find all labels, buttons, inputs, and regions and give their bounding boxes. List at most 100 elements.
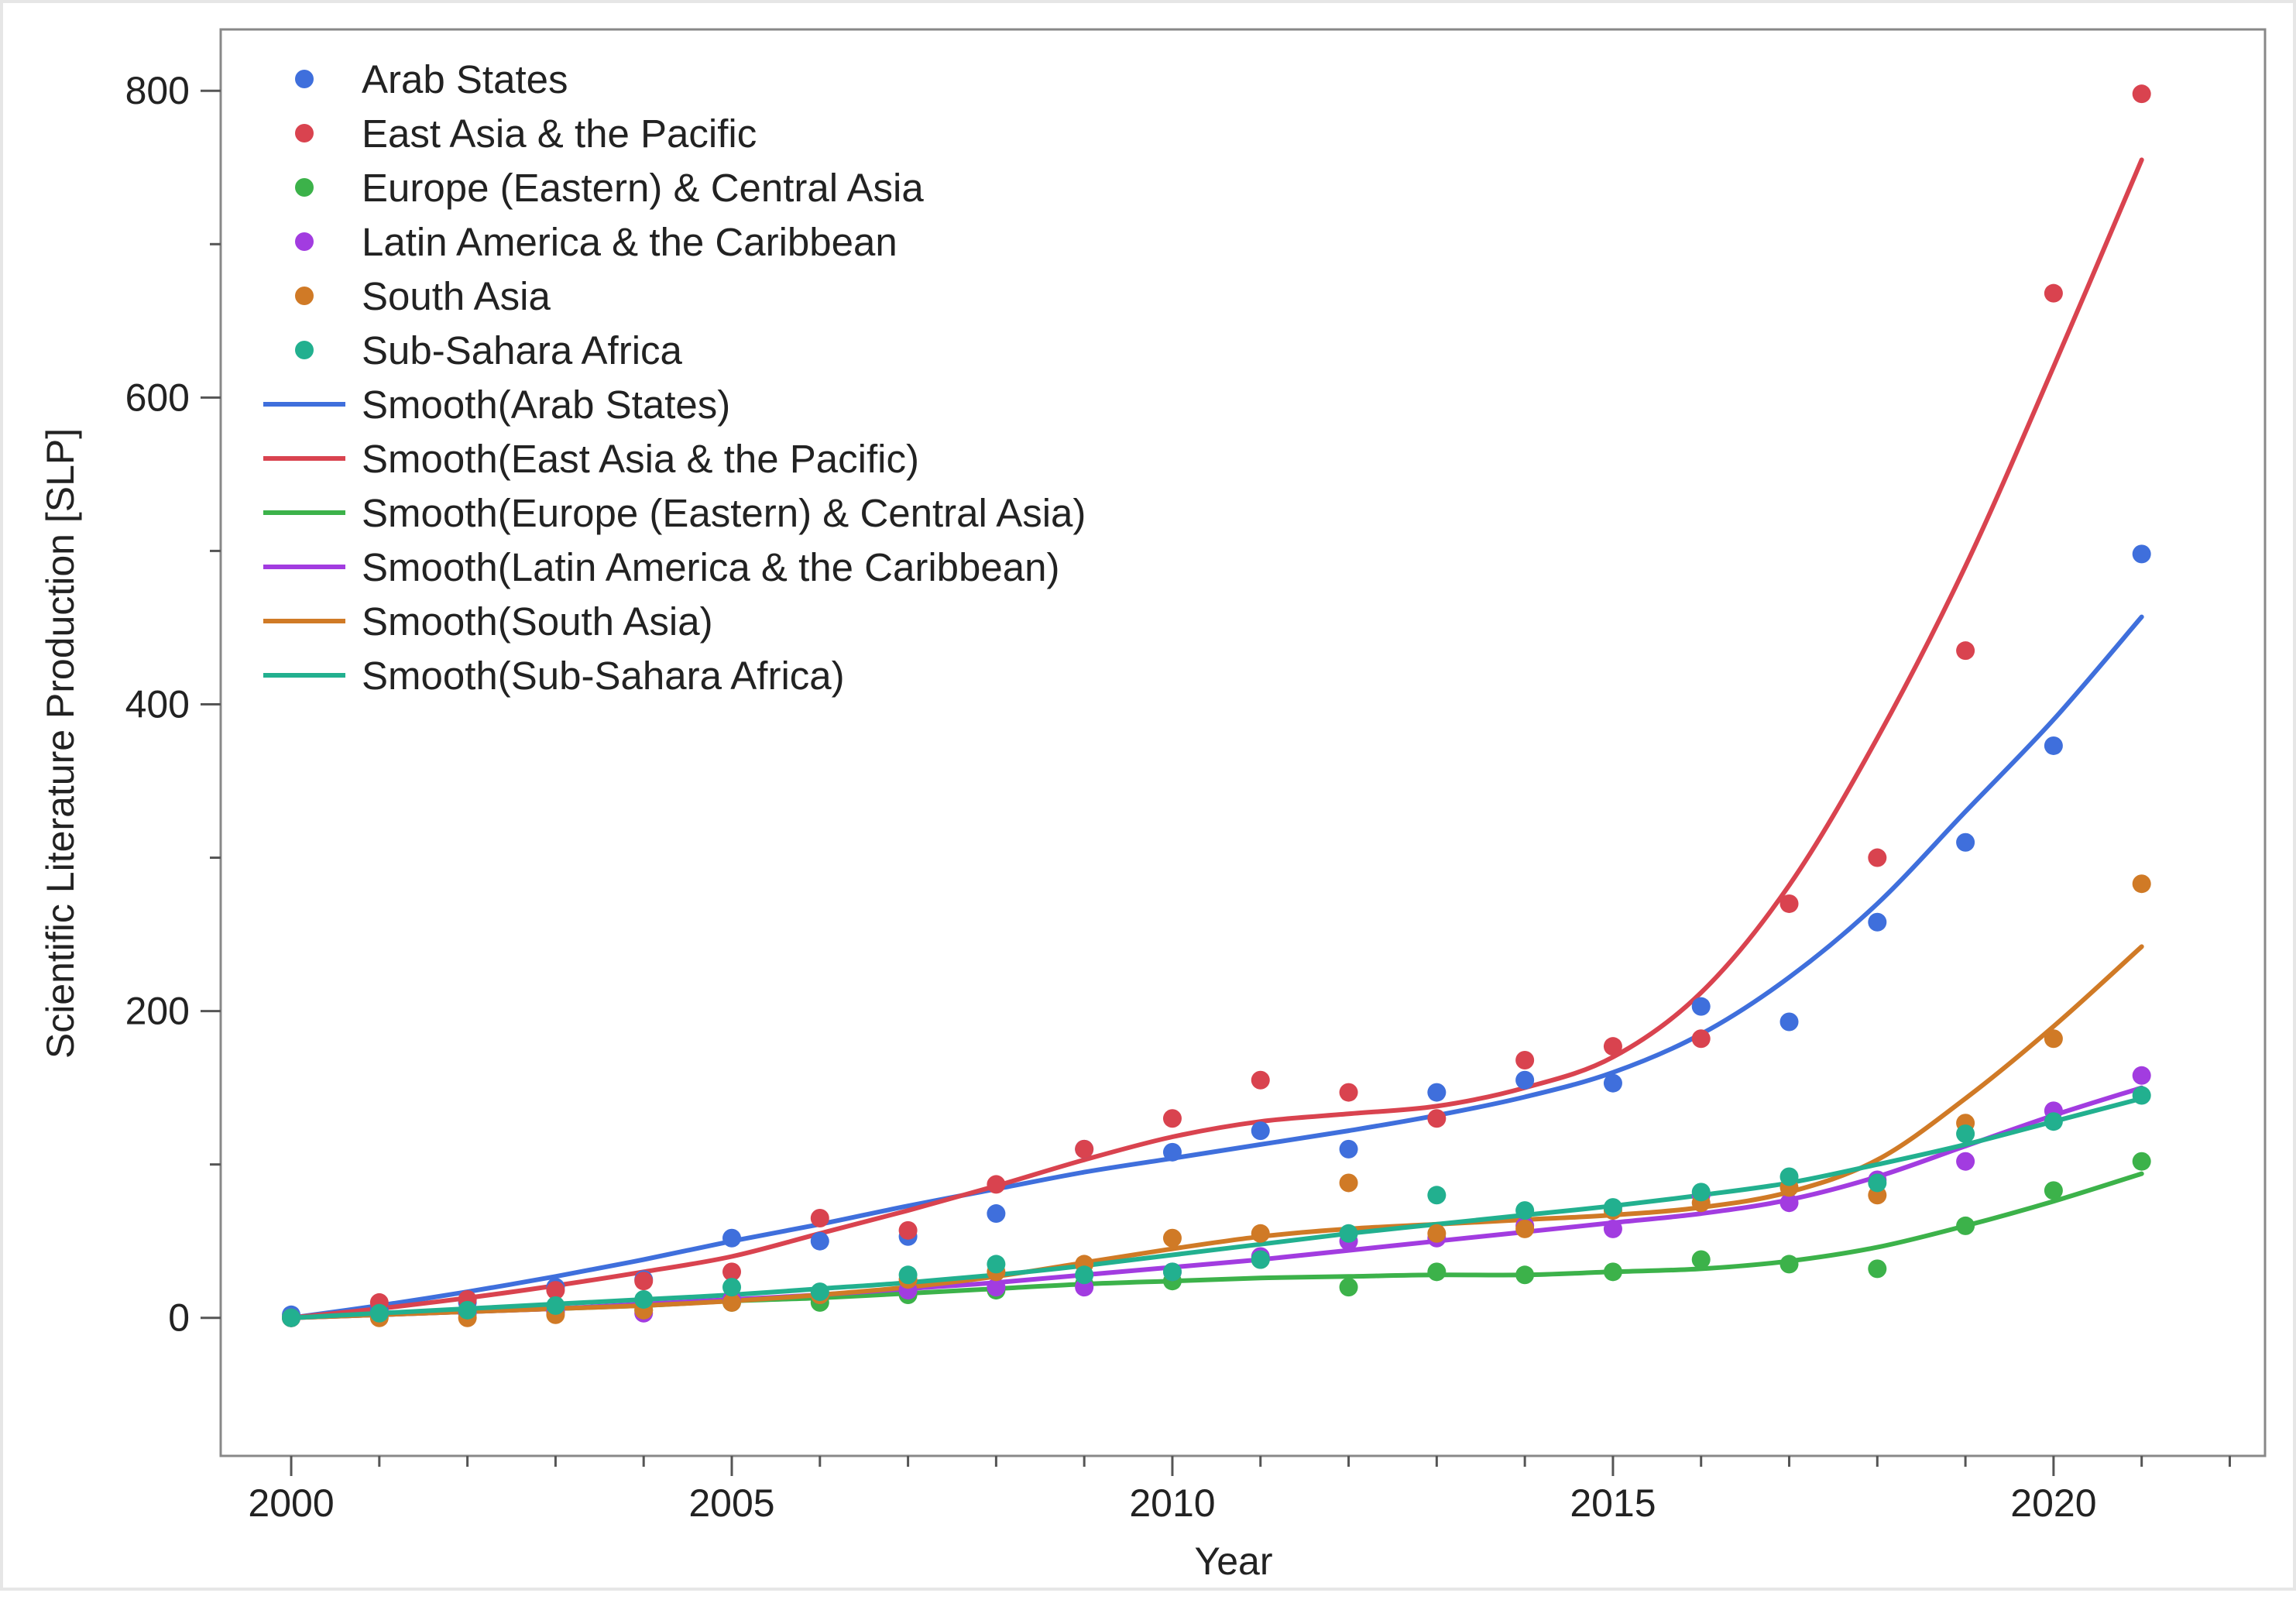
y-tick-label: 600 xyxy=(125,376,190,419)
data-point-5 xyxy=(1779,1167,1799,1186)
data-point-1 xyxy=(1691,1029,1711,1049)
legend: Arab States East Asia & the Pacific Europe… xyxy=(263,57,1086,698)
data-point-3 xyxy=(2132,1066,2151,1085)
y-axis: 0 200 400 600 800 xyxy=(125,69,221,1340)
data-point-0 xyxy=(2044,736,2063,755)
data-point-1 xyxy=(1603,1037,1622,1056)
data-point-0 xyxy=(1956,832,1975,852)
data-point-2 xyxy=(1868,1259,1887,1279)
data-point-2 xyxy=(1956,1216,1975,1235)
data-point-0 xyxy=(1691,997,1711,1016)
smooth-line-1 xyxy=(289,157,2144,1320)
data-point-2 xyxy=(1427,1262,1447,1282)
data-point-1 xyxy=(634,1272,654,1291)
data-point-0 xyxy=(1779,1012,1799,1032)
data-point-5 xyxy=(1251,1250,1270,1269)
legend-marker xyxy=(295,287,314,305)
legend-label: South Asia xyxy=(362,274,551,318)
data-point-0 xyxy=(1339,1139,1358,1159)
data-point-5 xyxy=(1956,1124,1975,1144)
data-point-5 xyxy=(810,1282,829,1302)
data-point-2 xyxy=(1779,1255,1799,1274)
legend-label: Smooth(Europe (Eastern) & Central Asia) xyxy=(362,491,1086,535)
y-axis-title: Scientific Literature Production [SLP] xyxy=(39,428,82,1059)
data-point-1 xyxy=(1251,1070,1270,1090)
legend-marker xyxy=(295,341,314,359)
data-point-5 xyxy=(2132,1086,2151,1105)
data-point-4 xyxy=(2044,1029,2063,1049)
data-point-5 xyxy=(1691,1183,1711,1202)
data-point-5 xyxy=(282,1308,301,1327)
data-point-5 xyxy=(1162,1262,1182,1282)
data-point-2 xyxy=(1339,1278,1358,1297)
data-point-1 xyxy=(1075,1139,1094,1159)
legend-marker xyxy=(295,178,314,197)
data-point-3 xyxy=(1603,1219,1622,1238)
x-axis-title: Year xyxy=(1194,1540,1272,1583)
data-point-5 xyxy=(1075,1265,1094,1285)
data-point-4 xyxy=(1515,1219,1535,1238)
data-point-4 xyxy=(722,1292,741,1312)
smooth-line-5 xyxy=(289,1096,2144,1320)
data-point-0 xyxy=(1251,1121,1270,1141)
data-point-1 xyxy=(1427,1109,1447,1128)
data-point-5 xyxy=(1515,1201,1535,1220)
legend-label: Europe (Eastern) & Central Asia xyxy=(362,166,924,210)
data-point-4 xyxy=(1427,1224,1447,1243)
x-tick-label: 2015 xyxy=(1570,1481,1656,1525)
data-point-1 xyxy=(1162,1109,1182,1128)
data-point-4 xyxy=(2132,874,2151,894)
data-point-0 xyxy=(722,1228,741,1248)
data-point-1 xyxy=(987,1175,1006,1194)
data-point-3 xyxy=(987,1278,1006,1297)
legend-label: Smooth(Sub-Sahara Africa) xyxy=(362,654,845,698)
legend-marker xyxy=(295,70,314,88)
data-point-4 xyxy=(1251,1224,1270,1243)
data-point-2 xyxy=(2132,1152,2151,1171)
legend-label: East Asia & the Pacific xyxy=(362,112,757,156)
legend-marker xyxy=(295,232,314,251)
x-tick-label: 2020 xyxy=(2010,1481,2096,1525)
data-point-0 xyxy=(1868,912,1887,932)
data-point-3 xyxy=(1779,1193,1799,1213)
data-points xyxy=(282,84,2151,1327)
data-point-1 xyxy=(1956,641,1975,661)
data-point-1 xyxy=(1515,1050,1535,1069)
legend-label: Smooth(Arab States) xyxy=(362,383,730,427)
data-point-0 xyxy=(2132,544,2151,564)
data-point-0 xyxy=(987,1204,1006,1224)
y-tick-label: 200 xyxy=(125,990,190,1033)
x-tick-label: 2005 xyxy=(688,1481,774,1525)
legend-label: Latin America & the Caribbean xyxy=(362,220,897,264)
data-point-5 xyxy=(1427,1186,1447,1205)
data-point-5 xyxy=(1603,1198,1622,1217)
legend-label: Sub-Sahara Africa xyxy=(362,328,683,372)
legend-label: Smooth(South Asia) xyxy=(362,599,713,644)
x-tick-label: 2000 xyxy=(248,1481,334,1525)
data-point-5 xyxy=(1868,1173,1887,1193)
data-point-1 xyxy=(898,1220,918,1240)
data-point-5 xyxy=(634,1289,654,1309)
data-point-1 xyxy=(2044,283,2063,303)
y-tick-label: 0 xyxy=(168,1296,190,1340)
data-point-3 xyxy=(1956,1152,1975,1171)
smooth-lines xyxy=(289,157,2144,1320)
legend-label: Smooth(Latin America & the Caribbean) xyxy=(362,545,1059,589)
data-point-1 xyxy=(1779,894,1799,913)
data-point-1 xyxy=(546,1281,565,1300)
data-point-1 xyxy=(810,1209,829,1227)
smooth-line-0 xyxy=(289,614,2144,1320)
legend-marker xyxy=(295,124,314,142)
data-point-5 xyxy=(987,1255,1006,1274)
data-point-1 xyxy=(2132,84,2151,104)
data-point-4 xyxy=(1339,1173,1358,1193)
data-point-0 xyxy=(1515,1070,1535,1090)
data-point-1 xyxy=(1868,848,1887,867)
data-point-2 xyxy=(2044,1181,2063,1200)
data-point-5 xyxy=(546,1296,565,1315)
x-axis: 2000 2005 2010 2015 2020 xyxy=(248,1456,2231,1525)
data-point-1 xyxy=(1339,1083,1358,1102)
y-tick-label: 800 xyxy=(125,69,190,112)
legend-label: Smooth(East Asia & the Pacific) xyxy=(362,437,919,481)
